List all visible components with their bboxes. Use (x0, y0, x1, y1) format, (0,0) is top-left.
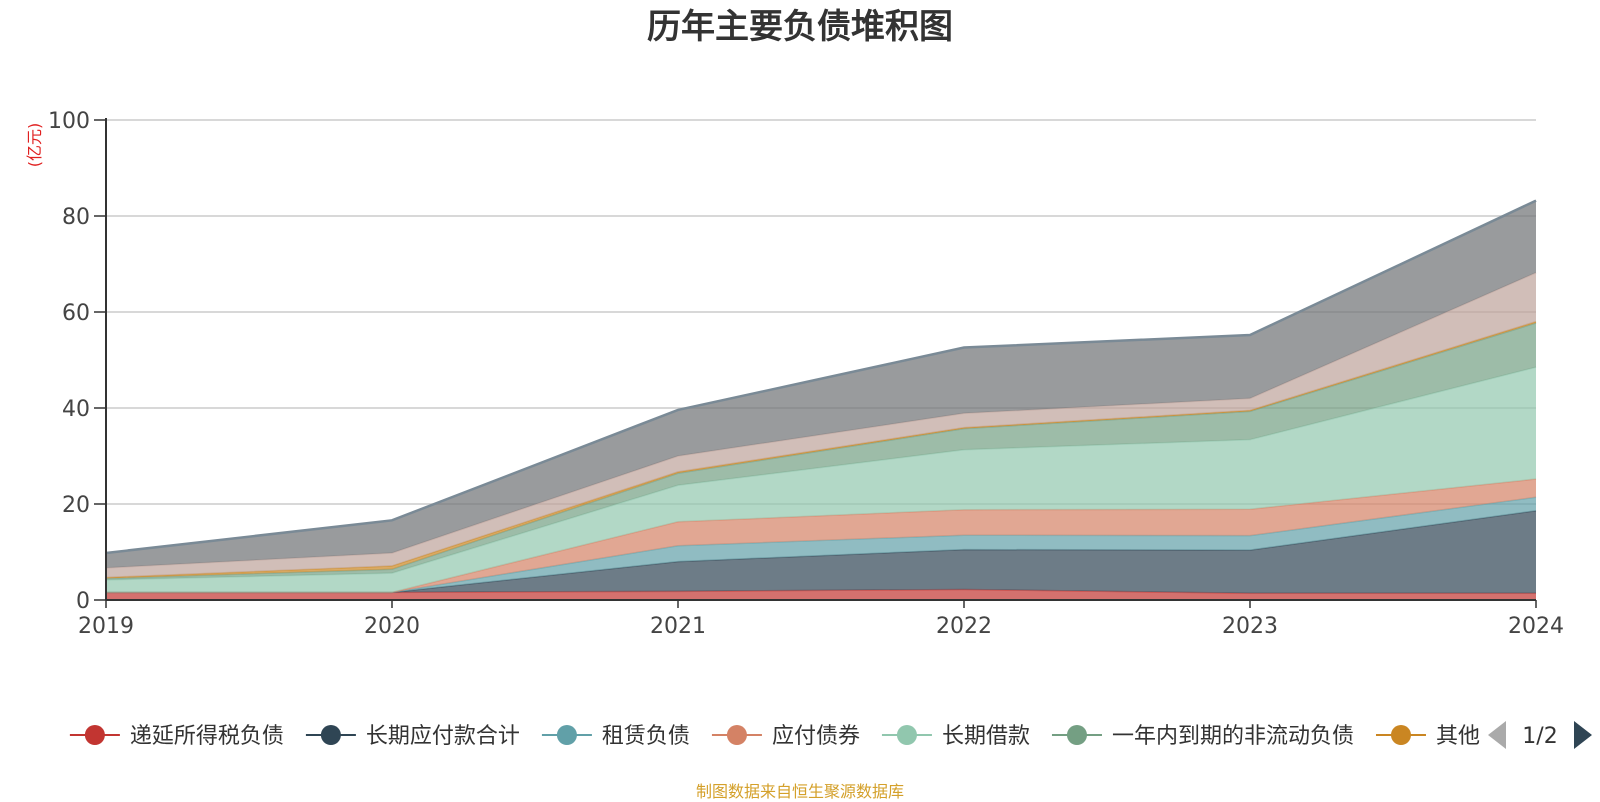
legend-marker-icon (320, 725, 341, 745)
legend-item[interactable]: 长期应付款合计 (305, 724, 520, 749)
y-tick-label: 60 (62, 301, 90, 326)
legend-page-indicator: 1/2 (1522, 724, 1557, 749)
x-tick-label: 2024 (1508, 614, 1564, 639)
legend-item[interactable]: 其他 (1375, 724, 1480, 749)
area-长期应付款合计 (106, 510, 1536, 594)
legend-prev-icon[interactable] (1488, 721, 1506, 749)
legend-label: 租赁负债 (602, 724, 690, 749)
legend-item[interactable]: 一年内到期的非流动负债 (1051, 724, 1354, 749)
legend-marker-icon (1066, 725, 1087, 745)
legend-marker-icon (1390, 725, 1411, 745)
legend: 递延所得税负债 长期应付款合计 租赁负债 应付债券 长期借款 一年内到期的非流动负债 其他 1… (69, 721, 1592, 749)
legend-label: 递延所得税负债 (130, 724, 284, 749)
y-tick-label: 100 (48, 109, 90, 134)
legend-item[interactable]: 租赁负债 (541, 724, 690, 749)
legend-marker-icon (84, 725, 105, 745)
legend-item[interactable]: 递延所得税负债 (69, 724, 284, 749)
x-tick-label: 2019 (78, 614, 134, 639)
legend-marker-icon (896, 725, 917, 745)
legend-marker-icon (556, 725, 577, 745)
source-note: 制图数据来自恒生聚源数据库 (695, 782, 904, 801)
x-tick-label: 2022 (936, 614, 992, 639)
legend-label: 应付债券 (772, 724, 860, 749)
area-应付债券 (106, 479, 1536, 593)
y-tick-label: 40 (62, 397, 90, 422)
legend-item[interactable]: 应付债券 (711, 724, 860, 749)
legend-label: 一年内到期的非流动负债 (1112, 724, 1354, 749)
x-tick-label: 2023 (1222, 614, 1278, 639)
area-长期借款 (106, 367, 1536, 593)
y-tick-label: 20 (62, 493, 90, 518)
y-tick-label: 0 (76, 589, 90, 614)
area-租赁负债 (106, 497, 1536, 593)
legend-marker-icon (726, 725, 747, 745)
x-tick-label: 2020 (364, 614, 420, 639)
y-axis-unit: (亿元) (25, 123, 44, 168)
x-tick-label: 2021 (650, 614, 706, 639)
chart-title: 历年主要负债堆积图 (647, 7, 953, 47)
area-其他负债 (106, 200, 1536, 568)
y-tick-label: 80 (62, 205, 90, 230)
legend-label: 长期借款 (942, 724, 1030, 749)
legend-label: 其他 (1436, 724, 1480, 749)
area-series (105, 199, 1537, 600)
legend-next-icon[interactable] (1574, 721, 1592, 749)
legend-label: 长期应付款合计 (366, 724, 520, 749)
total-outline (105, 199, 1537, 555)
legend-item[interactable]: 长期借款 (881, 724, 1030, 749)
axes: 0 20 40 60 80 100 2019 2020 2021 2022 2023 2024 (48, 109, 1564, 639)
